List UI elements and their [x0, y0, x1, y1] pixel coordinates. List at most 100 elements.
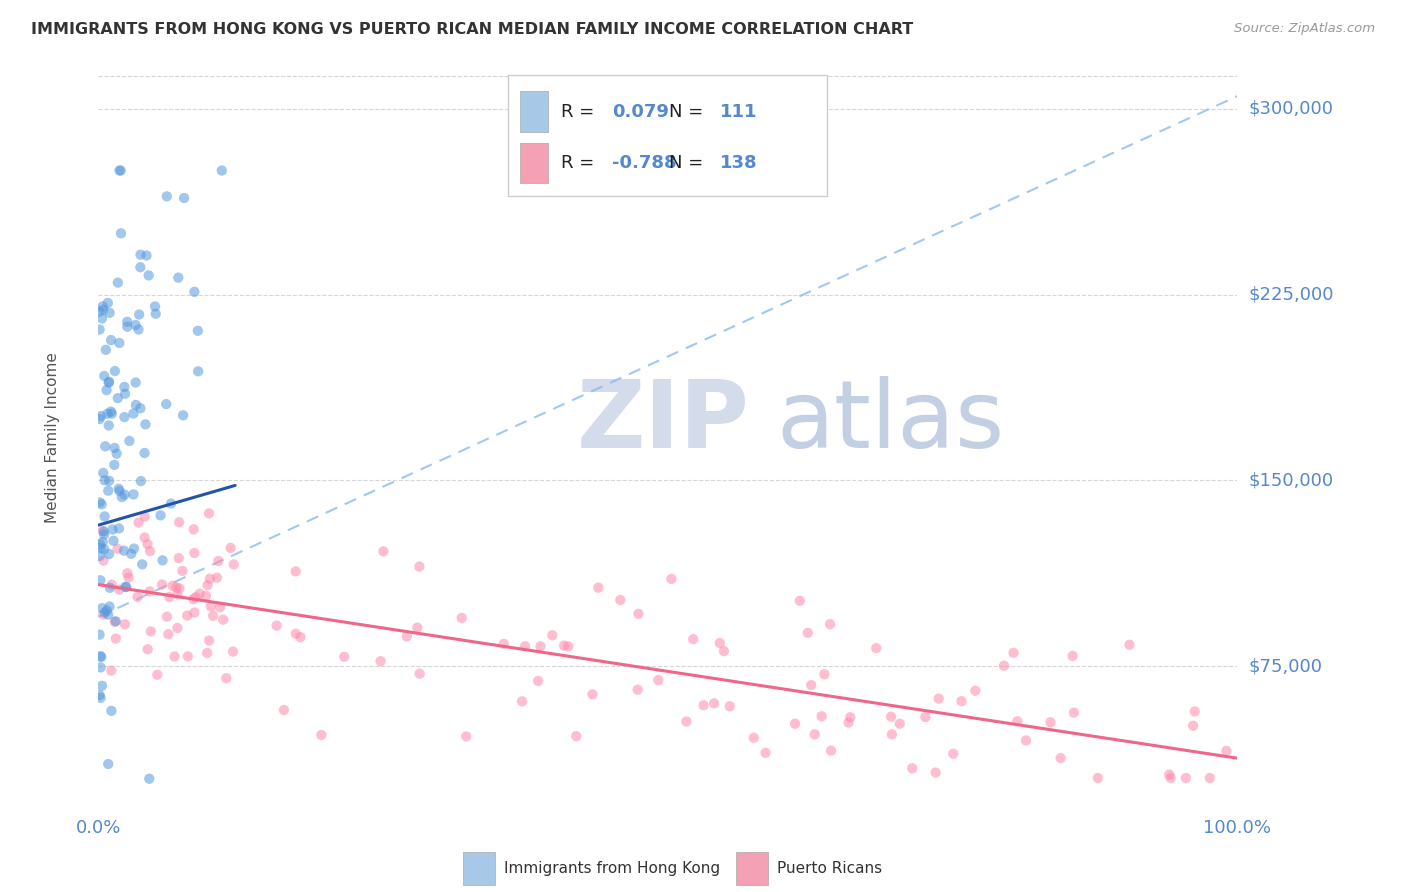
Point [661, 572, 683, 586]
Point [188, 587, 211, 601]
Point [754, 746, 776, 760]
Point [149, 508, 172, 523]
Point [89, 549, 111, 563]
Point [89, 322, 111, 336]
Point [96, 603, 118, 617]
Point [1182, 719, 1205, 733]
Point [609, 593, 631, 607]
Point [89, 688, 111, 702]
Text: Immigrants from Hong Kong: Immigrants from Hong Kong [503, 861, 720, 876]
Point [139, 544, 162, 558]
Point [197, 578, 219, 592]
FancyBboxPatch shape [520, 92, 548, 132]
Point [205, 571, 228, 585]
Point [98, 375, 121, 389]
Point [202, 608, 225, 623]
Point [134, 417, 156, 432]
Point [184, 591, 207, 605]
Point [89, 412, 111, 426]
Point [692, 698, 714, 713]
Point [117, 566, 139, 581]
Point [98, 474, 121, 488]
Point [129, 260, 152, 275]
Point [742, 731, 765, 745]
Point [1062, 648, 1084, 663]
Point [172, 564, 194, 578]
Point [103, 458, 125, 472]
Point [124, 376, 146, 390]
Point [373, 544, 395, 558]
Point [110, 227, 132, 241]
Point [100, 577, 122, 591]
Point [128, 322, 150, 336]
Point [167, 270, 190, 285]
Point [91, 535, 114, 549]
Text: -0.788: -0.788 [612, 153, 676, 172]
Point [122, 487, 145, 501]
Point [127, 590, 149, 604]
Point [94, 439, 117, 453]
Text: $225,000: $225,000 [1249, 285, 1334, 303]
Point [145, 307, 167, 321]
Text: 138: 138 [720, 153, 758, 172]
Point [146, 667, 169, 681]
Point [880, 709, 903, 723]
Point [284, 626, 307, 640]
Point [111, 490, 134, 504]
Point [1160, 771, 1182, 785]
Point [108, 521, 131, 535]
Point [110, 163, 132, 178]
Point [93, 369, 115, 384]
Point [1184, 705, 1206, 719]
Point [143, 300, 166, 314]
Point [207, 554, 229, 568]
Text: $75,000: $75,000 [1249, 657, 1323, 675]
Point [103, 533, 125, 548]
Point [456, 730, 478, 744]
Point [492, 637, 515, 651]
Point [408, 666, 430, 681]
Text: N =: N = [669, 153, 709, 172]
Point [163, 649, 186, 664]
Point [129, 474, 152, 488]
Point [311, 728, 333, 742]
Point [98, 306, 121, 320]
Point [901, 761, 924, 775]
Point [91, 302, 114, 317]
Text: Source: ZipAtlas.com: Source: ZipAtlas.com [1234, 22, 1375, 36]
Point [1015, 733, 1038, 747]
Point [115, 315, 138, 329]
Point [91, 524, 114, 538]
Point [114, 617, 136, 632]
Point [96, 407, 118, 421]
Point [98, 581, 121, 595]
Point [100, 664, 122, 678]
Point [93, 606, 115, 620]
Point [118, 434, 141, 448]
Point [97, 296, 120, 310]
Point [115, 580, 138, 594]
Point [160, 497, 183, 511]
Point [93, 553, 115, 567]
Point [89, 574, 111, 588]
Point [1002, 646, 1025, 660]
Point [675, 714, 697, 729]
Point [212, 613, 235, 627]
Point [136, 537, 159, 551]
Point [157, 590, 180, 604]
Point [90, 409, 112, 423]
Point [91, 466, 114, 480]
Point [124, 318, 146, 332]
Point [880, 727, 903, 741]
Point [98, 547, 121, 561]
Point [155, 397, 177, 411]
Point [156, 189, 179, 203]
Point [703, 697, 725, 711]
Point [112, 380, 135, 394]
Point [117, 571, 139, 585]
Point [89, 495, 111, 509]
Point [104, 364, 127, 378]
Point [114, 580, 136, 594]
Point [266, 618, 288, 632]
Point [103, 441, 125, 455]
